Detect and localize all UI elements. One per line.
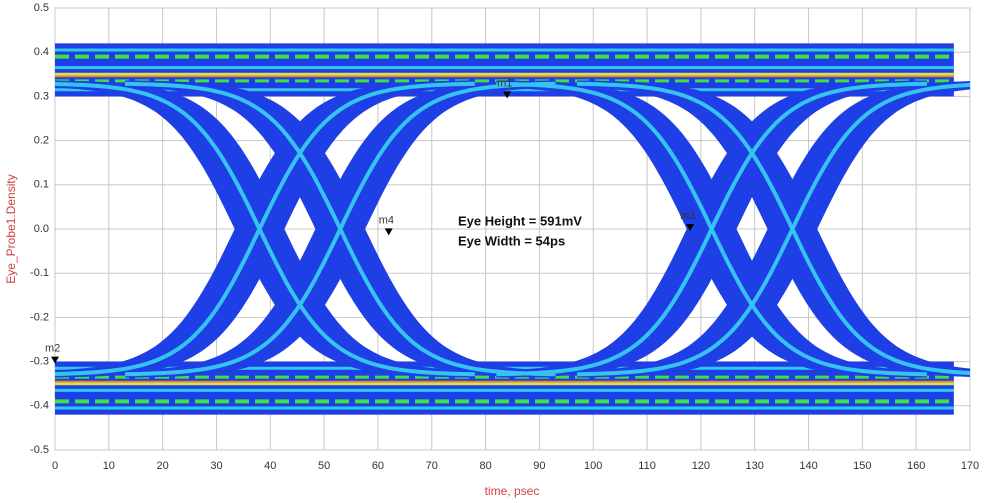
transition-core xyxy=(55,81,475,377)
transition-core xyxy=(496,81,927,377)
x-tick-label: 60 xyxy=(372,460,384,472)
x-tick-label: 120 xyxy=(692,460,710,472)
marker-label: m1 xyxy=(497,77,512,89)
transition xyxy=(577,83,970,378)
y-tick-label: 0.5 xyxy=(34,2,49,14)
x-tick-label: 130 xyxy=(746,460,764,472)
annotation: Eye Width = 54ps xyxy=(458,233,565,248)
marker xyxy=(384,228,393,236)
y-tick-label: -0.2 xyxy=(30,311,49,323)
transition xyxy=(125,81,556,378)
x-tick-label: 0 xyxy=(52,460,58,472)
y-tick-label: -0.5 xyxy=(30,444,49,456)
x-tick-label: 20 xyxy=(157,460,169,472)
x-tick-label: 80 xyxy=(479,460,491,472)
y-tick-label: -0.3 xyxy=(30,356,49,368)
x-tick-label: 170 xyxy=(961,460,979,472)
x-tick-label: 50 xyxy=(318,460,330,472)
x-tick-label: 40 xyxy=(264,460,276,472)
y-tick-label: 0.2 xyxy=(34,135,49,147)
eye-density xyxy=(55,43,970,415)
transition-core xyxy=(124,81,556,377)
x-tick-label: 110 xyxy=(638,460,656,472)
x-tick-label: 70 xyxy=(426,460,438,472)
y-tick-label: 0.1 xyxy=(34,179,49,191)
y-tick-label: 0.0 xyxy=(34,223,49,235)
transition xyxy=(496,81,928,378)
x-tick-label: 10 xyxy=(103,460,115,472)
y-tick-label: 0.3 xyxy=(34,90,49,102)
marker-label: m3 xyxy=(680,210,695,222)
marker-label: m4 xyxy=(379,214,394,226)
marker xyxy=(503,91,512,99)
marker xyxy=(686,224,695,231)
y-axis-label: Eye_Probe1.Density xyxy=(4,174,18,283)
y-tick-label: 0.4 xyxy=(34,46,49,58)
x-axis-label: time, psec xyxy=(485,484,540,498)
x-tick-label: 30 xyxy=(210,460,222,472)
x-tick-label: 140 xyxy=(799,460,817,472)
x-tick-label: 160 xyxy=(907,460,925,472)
y-tick-label: -0.4 xyxy=(30,400,49,412)
x-tick-label: 100 xyxy=(584,460,602,472)
annotation: Eye Height = 591mV xyxy=(458,213,582,228)
marker xyxy=(51,356,59,364)
y-tick-label: -0.1 xyxy=(30,267,49,279)
markers: m1 m2 m3 m4 xyxy=(45,77,695,364)
x-tick-label: 90 xyxy=(533,460,545,472)
marker-label: m2 xyxy=(45,343,60,355)
transition xyxy=(55,81,475,378)
x-tick-label: 150 xyxy=(853,460,871,472)
transition-core xyxy=(577,82,970,377)
